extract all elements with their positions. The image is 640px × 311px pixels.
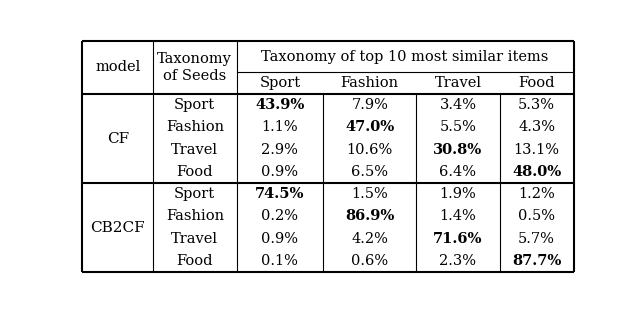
Text: 1.9%: 1.9%: [440, 187, 476, 201]
Text: Fashion: Fashion: [340, 76, 399, 90]
Text: 0.9%: 0.9%: [261, 165, 298, 179]
Text: 86.9%: 86.9%: [345, 209, 394, 223]
Text: 13.1%: 13.1%: [514, 143, 559, 157]
Text: 0.2%: 0.2%: [261, 209, 298, 223]
Text: 4.2%: 4.2%: [351, 232, 388, 246]
Text: Food: Food: [177, 254, 213, 268]
Text: 1.5%: 1.5%: [351, 187, 388, 201]
Text: Sport: Sport: [259, 76, 300, 90]
Text: Fashion: Fashion: [166, 120, 224, 134]
Text: 0.5%: 0.5%: [518, 209, 555, 223]
Text: 71.6%: 71.6%: [433, 232, 483, 246]
Text: 1.4%: 1.4%: [440, 209, 476, 223]
Text: 6.5%: 6.5%: [351, 165, 388, 179]
Text: 7.9%: 7.9%: [351, 98, 388, 112]
Text: 5.3%: 5.3%: [518, 98, 555, 112]
Text: 3.4%: 3.4%: [440, 98, 477, 112]
Text: Sport: Sport: [174, 187, 216, 201]
Text: Travel: Travel: [435, 76, 481, 90]
Text: 10.6%: 10.6%: [347, 143, 393, 157]
Text: CB2CF: CB2CF: [90, 220, 145, 234]
Text: 48.0%: 48.0%: [512, 165, 561, 179]
Text: model: model: [95, 60, 140, 75]
Text: 47.0%: 47.0%: [345, 120, 394, 134]
Text: Food: Food: [518, 76, 555, 90]
Text: 0.9%: 0.9%: [261, 232, 298, 246]
Text: 43.9%: 43.9%: [255, 98, 305, 112]
Text: 2.9%: 2.9%: [261, 143, 298, 157]
Text: Sport: Sport: [174, 98, 216, 112]
Text: Taxonomy of top 10 most similar items: Taxonomy of top 10 most similar items: [261, 49, 548, 63]
Text: Travel: Travel: [172, 232, 218, 246]
Text: 1.1%: 1.1%: [262, 120, 298, 134]
Text: 30.8%: 30.8%: [433, 143, 483, 157]
Text: Taxonomy
of Seeds: Taxonomy of Seeds: [157, 52, 232, 83]
Text: 6.4%: 6.4%: [440, 165, 477, 179]
Text: 74.5%: 74.5%: [255, 187, 305, 201]
Text: 1.2%: 1.2%: [518, 187, 555, 201]
Text: 87.7%: 87.7%: [512, 254, 561, 268]
Text: 2.3%: 2.3%: [440, 254, 477, 268]
Text: 0.1%: 0.1%: [261, 254, 298, 268]
Text: 0.6%: 0.6%: [351, 254, 388, 268]
Text: 5.7%: 5.7%: [518, 232, 555, 246]
Text: Travel: Travel: [172, 143, 218, 157]
Text: 5.5%: 5.5%: [440, 120, 476, 134]
Text: Food: Food: [177, 165, 213, 179]
Text: CF: CF: [107, 132, 129, 146]
Text: Fashion: Fashion: [166, 209, 224, 223]
Text: 4.3%: 4.3%: [518, 120, 555, 134]
